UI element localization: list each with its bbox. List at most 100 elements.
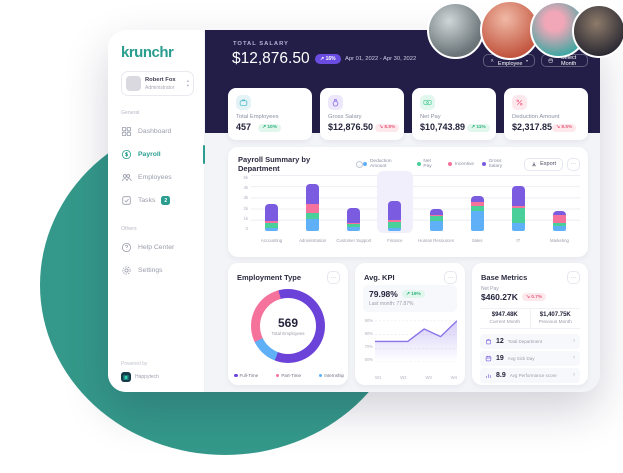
bar-column[interactable]: IT <box>498 175 539 243</box>
sidebar-section-general: General <box>121 110 140 116</box>
select-month-label: Select Month <box>561 54 577 67</box>
metric-label: Avg Performance score <box>509 372 557 378</box>
more-options-button[interactable]: ··· <box>327 271 340 284</box>
sidebar-item-label: Help Center <box>138 244 175 251</box>
line-xlabels: W1 W2 W3 W4 <box>375 375 457 380</box>
dashboard-window: krunchr Robert Fox Administrator ▴ ▾ Gene… <box>108 30 600 392</box>
legend-label: Full-Time <box>239 373 259 378</box>
tasks-count-badge: 2 <box>161 196 171 205</box>
kpi-value: $2,317.85 <box>512 122 553 132</box>
export-label: Export <box>540 161 557 167</box>
export-button[interactable]: Export <box>524 157 564 171</box>
sidebar-item-settings[interactable]: Settings <box>121 259 204 282</box>
sidebar-item-dashboard[interactable]: Dashboard <box>121 120 204 143</box>
sidebar: krunchr Robert Fox Administrator ▴ ▾ Gene… <box>108 30 205 392</box>
payroll-bars: Accounting Administration Customer Support… <box>251 171 580 243</box>
kpi-card-total-employees[interactable]: Total Employees 457 ↗ 10% <box>228 88 312 140</box>
kpi-card-net-pay[interactable]: Net Pay $10,743.89 ↗ 11% <box>412 88 496 140</box>
metric-value: 12 <box>496 337 504 345</box>
more-options-button[interactable]: ··· <box>444 271 457 284</box>
sidebar-item-help-center[interactable]: Help Center <box>121 236 204 259</box>
sidebar-item-employees[interactable]: Employees <box>121 166 204 189</box>
legend-dot <box>416 162 421 166</box>
legend-label: Incentive <box>454 161 475 167</box>
current-month-label: Current Month <box>489 319 521 325</box>
more-options-button[interactable]: ··· <box>567 157 581 171</box>
base-metrics-card: Base Metrics ··· Net Pay $460.27K ↘ 0.7%… <box>472 263 588 385</box>
sidebar-item-tasks[interactable]: Tasks 2 <box>121 189 204 212</box>
sidebar-item-payroll[interactable]: Payroll <box>121 143 205 166</box>
legend-dot <box>448 162 453 166</box>
partner-name: Happytech <box>135 374 159 380</box>
calendar-icon <box>485 355 492 361</box>
avg-kpi-title: Avg. KPI <box>364 273 395 282</box>
profile-role: Administrator <box>145 84 175 91</box>
metric-label: Avg Sick Day <box>507 355 535 361</box>
profile-name: Robert Fox <box>145 77 176 84</box>
bar-column[interactable]: Human Resources <box>416 175 457 243</box>
bar-column[interactable]: Accounting <box>251 175 292 243</box>
chevron-down-icon: ▾ <box>525 58 528 63</box>
employment-donut-chart: 569 Total Employees <box>251 289 325 363</box>
kpi-label: Deduction Amount <box>512 114 560 120</box>
kpi-value: $12,876.50 <box>328 122 374 132</box>
download-icon <box>532 162 537 167</box>
legend-dot <box>318 373 323 378</box>
metric-row-avg-performance[interactable]: 8.9 Avg Performance score › <box>480 368 580 383</box>
info-icon[interactable]: i <box>356 160 364 168</box>
bar-column[interactable]: Marketing <box>539 175 580 243</box>
total-salary-label: TOTAL SALARY <box>233 41 289 47</box>
current-month-value: $947.48K <box>491 312 518 319</box>
partner-logo-icon: ▣ <box>121 372 131 382</box>
legend-dot <box>234 373 238 378</box>
net-pay-trend-badge: ↘ 0.7% <box>521 293 547 301</box>
more-options-button[interactable]: ··· <box>567 271 580 284</box>
app-logo: krunchr <box>121 44 174 61</box>
total-employees-label: Total Employees <box>271 331 305 336</box>
kpi-label: Total Employees <box>236 114 279 120</box>
legend-label: Gross Salary <box>488 159 503 169</box>
question-circle-icon <box>121 242 132 253</box>
bar-column[interactable]: Sales <box>457 175 498 243</box>
main-area: TOTAL SALARY $12,876.50 ↗ 16% Apr 01, 20… <box>205 30 600 392</box>
employment-type-title: Employment Type <box>237 273 302 282</box>
previous-month-label: Previous Month <box>538 319 572 325</box>
profile-switcher[interactable]: Robert Fox Administrator ▴ ▾ <box>121 71 194 96</box>
date-range: Apr 01, 2022 - Apr 30, 2022 <box>345 55 417 62</box>
powered-by-label: Powered by <box>121 361 148 367</box>
month-comparison: $947.48K Current Month $1,407.75K Previo… <box>480 308 580 329</box>
metric-row-total-department[interactable]: 12 Total Department › <box>480 334 580 349</box>
chevron-right-icon: › <box>573 355 575 362</box>
kpi-trend-badge: ↘ 8.5% <box>552 123 577 132</box>
payroll-legend: Deduction Amount Net Pay Incentive Gross… <box>363 159 516 169</box>
metric-value: 8.9 <box>496 371 506 379</box>
sidebar-item-label: Settings <box>138 267 163 274</box>
kpi-card-gross-salary[interactable]: Gross Salary $12,876.50 ↘ 8.8% <box>320 88 404 140</box>
payroll-bar-chart: 5k 4k 3k 2k 1k 0 Accounting Administration Cust… <box>238 171 580 251</box>
kpi-label: Gross Salary <box>328 114 362 120</box>
kpi-card-deduction-amount[interactable]: Deduction Amount $2,317.85 ↘ 8.5% <box>504 88 588 140</box>
bar-column[interactable]: Administration <box>292 175 333 243</box>
avg-kpi-card: Avg. KPI ··· 79.98% ↗ 19% Last month: 77… <box>355 263 465 385</box>
gear-icon <box>122 266 131 275</box>
bar-column[interactable]: Customer Support <box>333 175 374 243</box>
employment-legend: Full-Time Part-Time Internship <box>234 373 344 378</box>
chevron-right-icon: › <box>573 372 575 379</box>
line-plot <box>375 318 458 371</box>
legend-label: Part-Time <box>281 373 301 378</box>
kpi-trend-badge: ↗ 11% <box>467 123 490 132</box>
sidebar-item-label: Tasks <box>138 197 156 204</box>
net-pay-value: $460.27K <box>481 292 518 302</box>
bar-column[interactable]: Finance <box>374 171 415 243</box>
line-yticks: 90% 80% 70% 60% <box>364 318 373 362</box>
metric-row-avg-sick-day[interactable]: 19 Avg Sick Day › <box>480 351 580 366</box>
employment-type-card: Employment Type ··· 569 Total Employees … <box>228 263 348 385</box>
base-metrics-title: Base Metrics <box>481 273 528 282</box>
chart-icon <box>486 373 491 378</box>
net-pay-label: Net Pay <box>481 286 499 292</box>
avatar <box>126 76 141 91</box>
legend-label: Deduction Amount <box>369 159 392 169</box>
legend-label: Net Pay <box>423 159 432 169</box>
avatar <box>427 2 484 59</box>
